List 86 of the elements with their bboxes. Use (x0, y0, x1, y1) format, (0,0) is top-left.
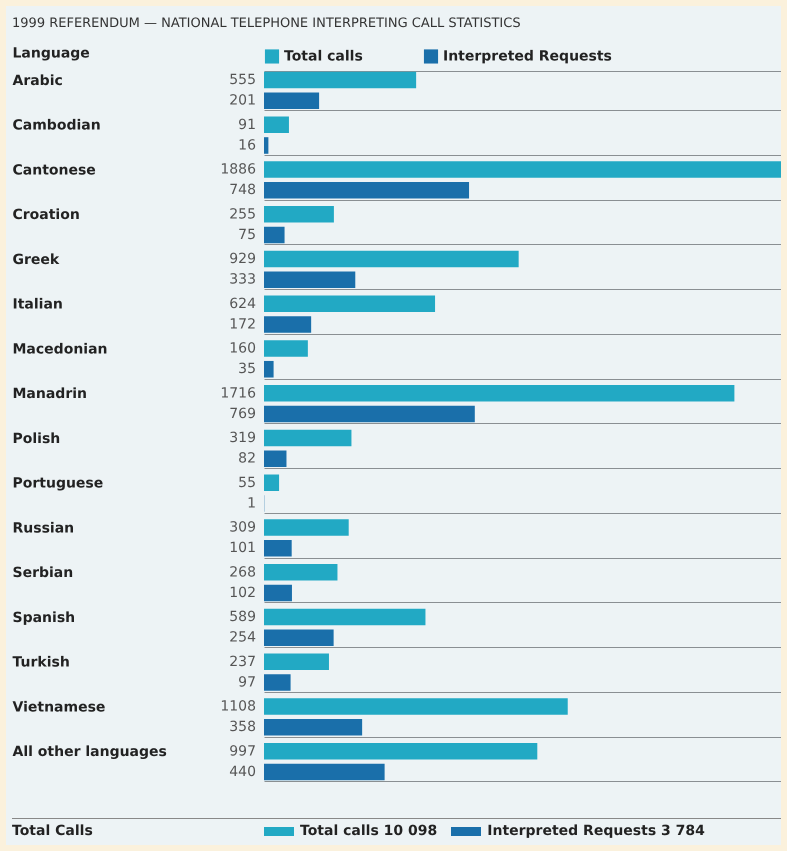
data-label: 333 (229, 272, 256, 288)
y-tick-label: Cambodian (12, 118, 101, 134)
bar (264, 226, 285, 244)
y-tick-label: Cantonese (12, 162, 96, 178)
y-tick-label: Polish (12, 430, 60, 447)
bar (264, 742, 538, 760)
data-label: 589 (229, 609, 256, 626)
bar (264, 474, 280, 492)
data-label: 929 (229, 251, 256, 268)
bar (264, 698, 568, 715)
bar (264, 584, 292, 602)
chart-title: 1999 REFERENDUM — NATIONAL TELEPHONE INTERPRETING CALL STATISTICS (11, 15, 522, 33)
bar (264, 384, 734, 402)
bar (264, 250, 519, 268)
data-label: 319 (229, 430, 256, 446)
bar (264, 764, 385, 780)
bar (264, 519, 349, 536)
bar (264, 92, 320, 110)
bar (264, 629, 334, 646)
data-label: 201 (229, 92, 256, 109)
bar (264, 116, 289, 134)
y-tick-label: Serbian (12, 565, 74, 582)
bar (264, 316, 312, 333)
bar (264, 564, 338, 581)
data-label: 237 (229, 654, 256, 670)
y-tick-label: Spanish (12, 610, 76, 626)
data-label: 440 (229, 764, 256, 780)
data-label: 97 (238, 674, 256, 690)
bar (264, 182, 470, 199)
data-label: 172 (229, 316, 256, 332)
data-label: 82 (238, 450, 256, 467)
data-label: 101 (229, 540, 256, 556)
data-label: 997 (229, 743, 256, 760)
data-label: 555 (229, 72, 256, 88)
bar (264, 718, 362, 736)
data-label: 1108 (220, 698, 256, 715)
y-axis-title: Language (12, 46, 90, 62)
text: Total Calls (12, 823, 94, 839)
y-tick-label: All other languages (12, 744, 167, 760)
bar (264, 653, 329, 670)
bar (264, 360, 274, 378)
bar (264, 674, 291, 691)
bar (264, 206, 334, 223)
data-label: 268 (229, 564, 256, 580)
y-tick-label: Italian (12, 296, 63, 313)
data-label: 160 (229, 340, 256, 357)
data-label: 102 (229, 584, 256, 601)
data-label: 16 (238, 137, 256, 154)
data-label: 769 (229, 406, 256, 422)
data-label: 254 (229, 630, 256, 646)
data-label: 624 (229, 296, 256, 312)
bar (264, 72, 416, 88)
legend-label: Interpreted Requests (443, 48, 612, 64)
text: Total calls 10 098 (300, 823, 438, 839)
legend-label: Total calls (284, 48, 363, 64)
data-label: 309 (229, 520, 256, 536)
bar (264, 295, 436, 312)
y-tick-label: Turkish (12, 654, 70, 671)
y-tick-label: Manadrin (12, 386, 87, 402)
y-tick-label: Croation (12, 207, 80, 224)
bar (264, 161, 781, 178)
y-tick-label: Russian (12, 520, 74, 536)
data-label: 1886 (220, 162, 256, 178)
data-label: 1 (247, 495, 256, 512)
bar (264, 540, 292, 557)
bar (264, 430, 352, 446)
bar (264, 271, 356, 288)
data-label: 91 (238, 116, 256, 133)
data-label: 255 (229, 206, 256, 222)
y-tick-label: Vietnamese (12, 699, 106, 716)
y-tick-label: Macedonian (12, 341, 108, 358)
bar (264, 450, 286, 468)
data-label: 55 (238, 474, 256, 491)
data-label: 75 (238, 226, 256, 243)
bar (264, 406, 475, 422)
text: Interpreted Requests 3 784 (487, 823, 705, 839)
bar (264, 340, 308, 357)
data-label: 35 (238, 361, 256, 378)
data-label: 1716 (220, 385, 256, 402)
data-label: 748 (229, 182, 256, 198)
bar (264, 137, 268, 154)
y-tick-label: Portuguese (12, 476, 104, 492)
bar (264, 608, 426, 626)
y-tick-label: Greek (12, 252, 60, 268)
data-label: 358 (229, 719, 256, 736)
y-tick-label: Arabic (12, 72, 63, 89)
